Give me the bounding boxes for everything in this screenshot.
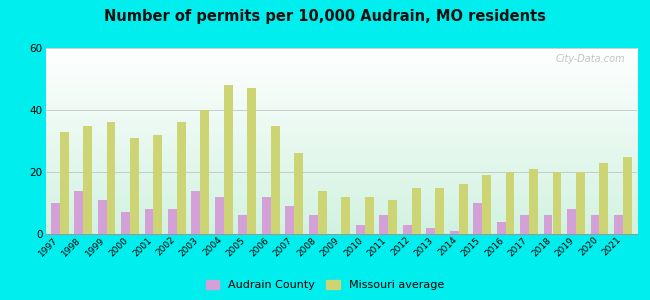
Bar (200, 110, 209, 234)
Text: Number of permits per 10,000 Audrain, MO residents: Number of permits per 10,000 Audrain, MO… (104, 9, 546, 24)
Bar (388, 200, 397, 234)
Bar (520, 215, 529, 234)
Bar (543, 215, 552, 234)
Bar (380, 215, 388, 234)
Bar (271, 125, 280, 234)
Bar (341, 197, 350, 234)
Bar (51, 203, 60, 234)
Bar (294, 153, 303, 234)
Bar (224, 85, 233, 234)
Legend: Audrain County, Missouri average: Audrain County, Missouri average (202, 275, 448, 294)
Bar (435, 188, 444, 234)
Bar (144, 209, 153, 234)
Bar (576, 172, 585, 234)
Text: City-Data.com: City-Data.com (556, 54, 625, 64)
Bar (262, 197, 271, 234)
Bar (74, 190, 83, 234)
Bar (153, 135, 162, 234)
Bar (473, 203, 482, 234)
Bar (567, 209, 576, 234)
Bar (60, 132, 68, 234)
Bar (177, 122, 186, 234)
Bar (192, 190, 200, 234)
Bar (403, 225, 411, 234)
Bar (215, 197, 224, 234)
Bar (623, 157, 632, 234)
Bar (506, 172, 514, 234)
Bar (121, 212, 130, 234)
Bar (411, 188, 421, 234)
Bar (318, 190, 327, 234)
Bar (130, 138, 139, 234)
Bar (482, 175, 491, 234)
Bar (497, 222, 506, 234)
Bar (285, 206, 294, 234)
Bar (309, 215, 318, 234)
Bar (590, 215, 599, 234)
Bar (365, 197, 374, 234)
Bar (356, 225, 365, 234)
Bar (450, 231, 459, 234)
Bar (248, 88, 256, 234)
Bar (529, 169, 538, 234)
Bar (552, 172, 562, 234)
Bar (426, 228, 435, 234)
Bar (614, 215, 623, 234)
Bar (459, 184, 467, 234)
Bar (168, 209, 177, 234)
Bar (98, 200, 107, 234)
Bar (83, 125, 92, 234)
Bar (599, 163, 608, 234)
Bar (107, 122, 116, 234)
Bar (239, 215, 248, 234)
